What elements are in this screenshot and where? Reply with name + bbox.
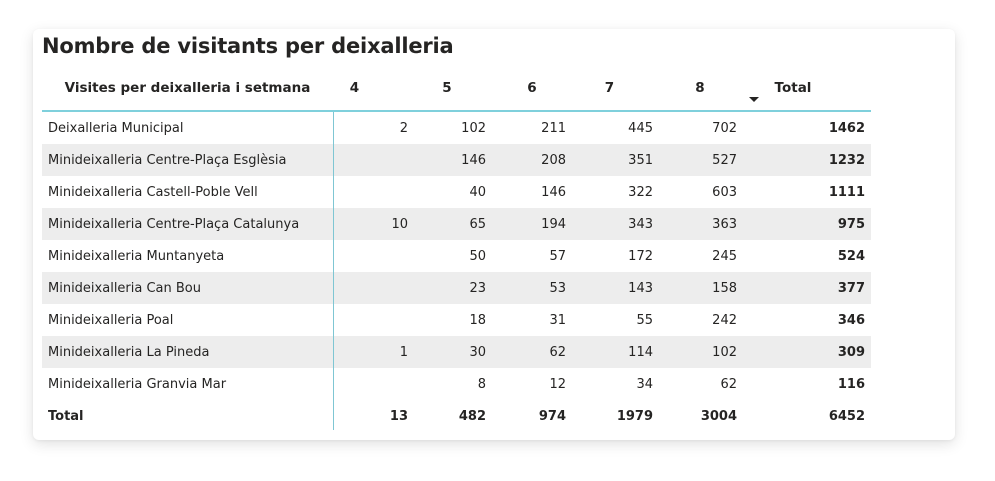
column-header-total[interactable]: Total bbox=[774, 80, 812, 96]
column-total-cell: 1979 bbox=[616, 408, 653, 424]
row-label[interactable]: Minideixalleria Poal bbox=[48, 312, 174, 328]
value-cell: 194 bbox=[541, 216, 566, 232]
row-label[interactable]: Minideixalleria Centre-Plaça Esglèsia bbox=[48, 152, 287, 168]
value-cell: 245 bbox=[712, 248, 737, 264]
column-header-week-4[interactable]: 4 bbox=[349, 80, 360, 96]
table-row: Minideixalleria Centre-Plaça Esglèsia 14… bbox=[42, 144, 871, 176]
value-cell: 702 bbox=[712, 120, 737, 136]
column-total-cell: 482 bbox=[458, 408, 486, 424]
value-cell: 55 bbox=[636, 312, 653, 328]
row-total-cell: 377 bbox=[743, 272, 871, 304]
grand-total-cell: 6452 bbox=[828, 408, 865, 424]
value-cell: 172 bbox=[628, 248, 653, 264]
value-cell: 10 bbox=[391, 216, 408, 232]
value-cell: 114 bbox=[628, 344, 653, 360]
value-cell bbox=[333, 272, 414, 304]
value-cell: 8 bbox=[477, 376, 486, 392]
value-cell: 363 bbox=[712, 216, 737, 232]
row-total-cell: 1462 bbox=[828, 120, 865, 136]
row-label[interactable]: Deixalleria Municipal bbox=[48, 120, 184, 136]
column-header-week-7[interactable]: 7 bbox=[604, 80, 615, 96]
table-row: Minideixalleria Centre-Plaça Catalunya 1… bbox=[42, 208, 871, 240]
column-total-cell: 3004 bbox=[700, 408, 737, 424]
value-cell: 30 bbox=[469, 344, 486, 360]
value-cell: 2 bbox=[399, 120, 408, 136]
value-cell: 12 bbox=[549, 376, 566, 392]
matrix-table: Visites per deixalleria i setmana 4 5 6 … bbox=[42, 70, 871, 432]
value-cell: 208 bbox=[541, 152, 566, 168]
row-header[interactable]: Visites per deixalleria i setmana bbox=[64, 80, 311, 96]
value-cell: 31 bbox=[549, 312, 566, 328]
total-label: Total bbox=[48, 408, 84, 424]
row-total-cell: 975 bbox=[743, 208, 871, 240]
sort-descending-icon[interactable] bbox=[749, 97, 759, 102]
value-cell: 445 bbox=[628, 120, 653, 136]
table-row: Minideixalleria Poal 18 31 55 242 346 bbox=[42, 304, 871, 336]
value-cell: 143 bbox=[628, 280, 653, 296]
value-cell: 343 bbox=[628, 216, 653, 232]
total-row: Total 13 482 974 1979 3004 6452 bbox=[42, 400, 871, 432]
row-label[interactable]: Minideixalleria La Pineda bbox=[48, 344, 210, 360]
value-cell: 57 bbox=[549, 248, 566, 264]
value-cell: 242 bbox=[712, 312, 737, 328]
table-row: Deixalleria Municipal 2 102 211 445 702 … bbox=[42, 112, 871, 144]
value-cell bbox=[333, 368, 414, 400]
row-label[interactable]: Minideixalleria Castell-Poble Vell bbox=[48, 184, 258, 200]
value-cell: 603 bbox=[712, 184, 737, 200]
value-cell: 53 bbox=[549, 280, 566, 296]
table-row: Minideixalleria La Pineda 1 30 62 114 10… bbox=[42, 336, 871, 368]
value-cell: 50 bbox=[469, 248, 486, 264]
row-total-cell: 346 bbox=[837, 312, 865, 328]
visual-title: Nombre de visitants per deixalleria bbox=[42, 34, 454, 58]
matrix-header-row: Visites per deixalleria i setmana 4 5 6 … bbox=[42, 70, 871, 112]
value-cell bbox=[333, 176, 414, 208]
value-cell: 23 bbox=[469, 280, 486, 296]
value-cell: 158 bbox=[712, 280, 737, 296]
value-cell: 18 bbox=[469, 312, 486, 328]
table-row: Minideixalleria Castell-Poble Vell 40 14… bbox=[42, 176, 871, 208]
row-total-cell: 1232 bbox=[743, 144, 871, 176]
value-cell: 527 bbox=[712, 152, 737, 168]
column-header-week-6[interactable]: 6 bbox=[527, 80, 537, 96]
value-cell: 1 bbox=[399, 344, 408, 360]
row-label[interactable]: Minideixalleria Can Bou bbox=[48, 280, 202, 296]
value-cell: 102 bbox=[461, 120, 486, 136]
column-total-cell: 13 bbox=[389, 408, 408, 424]
value-cell: 322 bbox=[628, 184, 653, 200]
row-total-cell: 116 bbox=[837, 376, 865, 392]
value-cell: 34 bbox=[636, 376, 653, 392]
row-total-cell: 524 bbox=[837, 248, 865, 264]
column-header-week-8[interactable]: 8 bbox=[695, 80, 705, 96]
table-row: Minideixalleria Muntanyeta 50 57 172 245… bbox=[42, 240, 871, 272]
value-cell: 102 bbox=[712, 344, 737, 360]
value-cell bbox=[333, 240, 414, 272]
value-cell bbox=[333, 144, 414, 176]
row-label[interactable]: Minideixalleria Granvia Mar bbox=[48, 376, 227, 392]
table-row: Minideixalleria Granvia Mar 8 12 34 62 1… bbox=[42, 368, 871, 400]
value-cell: 62 bbox=[720, 376, 737, 392]
value-cell: 351 bbox=[628, 152, 653, 168]
row-header-divider bbox=[333, 112, 334, 430]
matrix-visual-card: Nombre de visitants per deixalleria Visi… bbox=[33, 29, 955, 440]
value-cell bbox=[333, 304, 414, 336]
value-cell: 146 bbox=[461, 152, 486, 168]
row-label[interactable]: Minideixalleria Muntanyeta bbox=[48, 248, 225, 264]
row-total-cell: 309 bbox=[743, 336, 871, 368]
value-cell: 146 bbox=[541, 184, 566, 200]
table-row: Minideixalleria Can Bou 23 53 143 158 37… bbox=[42, 272, 871, 304]
column-header-week-5[interactable]: 5 bbox=[442, 80, 452, 96]
value-cell: 62 bbox=[549, 344, 566, 360]
column-total-cell: 974 bbox=[538, 408, 566, 424]
value-cell: 40 bbox=[469, 184, 486, 200]
row-label[interactable]: Minideixalleria Centre-Plaça Catalunya bbox=[48, 216, 300, 232]
row-total-cell: 1111 bbox=[828, 184, 865, 200]
value-cell: 211 bbox=[541, 120, 566, 136]
value-cell: 65 bbox=[469, 216, 486, 232]
